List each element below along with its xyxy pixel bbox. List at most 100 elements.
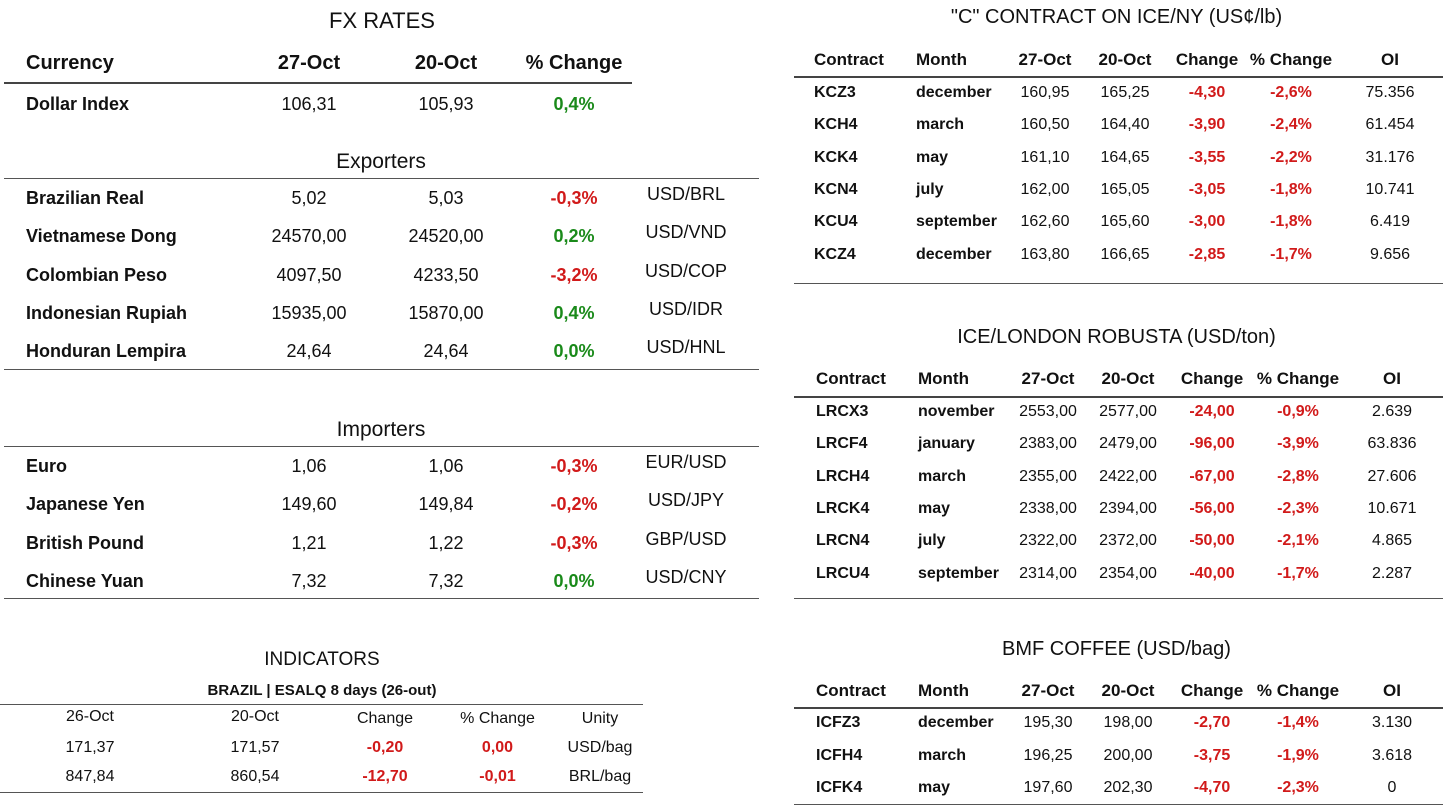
contract-cell-code: ICFZ3 (816, 714, 861, 731)
contract-cell-code: KCK4 (814, 148, 858, 166)
fx-header-change: % Change (525, 52, 623, 74)
contract-cell-month: december (916, 245, 992, 263)
contract-bottom-divider (794, 804, 1443, 805)
contract-cell-v2: 164,65 (1100, 148, 1150, 166)
contract-cell-month: march (916, 116, 965, 134)
contract-cell-chg: -40,00 (1189, 564, 1235, 582)
contract-cell-v2: 200,00 (1103, 746, 1153, 764)
indicators-cell-unit: USD/bag (567, 739, 633, 756)
rate-27-oct: 149,60 (281, 494, 337, 515)
contract-row: KCK4 may 161,10 164,65 -3,55 -2,2% 31.176 (790, 147, 1443, 177)
contract-row: LRCN4 july 2322,00 2372,00 -50,00 -2,1% 4.865 (790, 530, 1443, 560)
contract-cell-pct: -2,6% (1270, 84, 1312, 101)
contract-cell-oi: 0 (1387, 779, 1397, 796)
indicators-cell-unit: BRL/bag (568, 768, 632, 785)
contract-cell-v1: 2383,00 (1019, 435, 1077, 453)
contract-cell-month: september (918, 564, 999, 582)
contract-cell-v1: 162,60 (1020, 213, 1070, 231)
fx-row-exporters: Colombian Peso 4097,50 4233,50 -3,2% USD/COP (0, 260, 760, 293)
fx-row-exporters: Honduran Lempira 24,64 24,64 0,0% USD/HNL (0, 337, 760, 369)
contract-cell-chg: -96,00 (1189, 435, 1235, 453)
rate-20-oct: 24,64 (423, 341, 469, 362)
dollar-index-v1: 106,31 (281, 94, 337, 114)
contract-cell-v2: 2577,00 (1099, 403, 1157, 420)
contract-header-cell: Contract (816, 369, 886, 388)
contract-cell-month: november (918, 403, 995, 420)
contract-cell-code: KCH4 (814, 116, 858, 134)
indicators-cell-pct: -0,01 (479, 768, 516, 785)
contract-row: KCN4 july 162,00 165,05 -3,05 -1,8% 10.741 (790, 179, 1443, 209)
currency-name: Vietnamese Dong (26, 226, 177, 247)
contract-cell-oi: 10.741 (1365, 180, 1415, 198)
fx-row-importers: Japanese Yen 149,60 149,84 -0,2% USD/JPY (0, 490, 760, 522)
currency-pair: GBP/USD (645, 528, 727, 549)
indicators-header-cell: 20-Oct (230, 708, 279, 725)
currency-pair: EUR/USD (645, 452, 727, 472)
indicators-cell-pct: 0,00 (481, 739, 514, 756)
contract-table-title: ICE/LONDON ROBUSTA (USD/ton) (957, 326, 1276, 348)
currency-pair: USD/COP (644, 260, 727, 281)
contracts-area: "C" CONTRACT ON ICE/NY (US¢/lb) Contract M… (790, 0, 1443, 806)
importers-table: Euro 1,06 1,06 -0,3% EUR/USD Japanese Yen 149,… (0, 452, 760, 604)
contract-cell-pct: -2,1% (1277, 532, 1319, 550)
currency-name: Honduran Lempira (26, 341, 187, 362)
indicators-cell-chg: -12,70 (362, 768, 408, 785)
contract-cell-v1: 197,60 (1023, 779, 1073, 796)
indicators-header-cell: Change (356, 710, 414, 727)
pct-change: -3,2% (550, 264, 598, 285)
contract-cell-v2: 2394,00 (1099, 499, 1157, 517)
contract-row: LRCK4 may 2338,00 2394,00 -56,00 -2,3% 10.671 (790, 498, 1443, 528)
contract-cell-pct: -2,3% (1277, 779, 1319, 796)
contract-cell-month: december (916, 84, 992, 101)
contract-cell-pct: -1,8% (1270, 213, 1312, 231)
contract-cell-code: KCZ4 (814, 245, 856, 263)
contract-cell-oi: 3.130 (1371, 714, 1413, 731)
contract-cell-oi: 10.671 (1367, 499, 1417, 517)
contract-cell-oi: 4.865 (1371, 532, 1413, 550)
contract-cell-v1: 2322,00 (1019, 532, 1077, 550)
contract-cell-pct: -2,8% (1277, 467, 1319, 485)
contract-cell-v2: 198,00 (1103, 714, 1153, 731)
contract-cell-v1: 161,10 (1020, 148, 1070, 166)
contract-header-cell: 20-Oct (1101, 681, 1155, 700)
rate-20-oct: 7,32 (428, 570, 464, 591)
contract-cell-v1: 2314,00 (1019, 564, 1077, 582)
contract-cell-chg: -3,05 (1188, 180, 1226, 198)
contract-cell-code: LRCK4 (816, 499, 870, 517)
contract-cell-chg: -3,55 (1188, 148, 1226, 166)
indicators-header-cell: 26-Oct (65, 708, 114, 725)
rate-20-oct: 1,06 (428, 456, 464, 476)
currency-pair: USD/JPY (647, 490, 725, 511)
contract-cell-pct: -3,9% (1277, 435, 1319, 453)
pct-change: -0,3% (550, 188, 598, 208)
indicators-header-cell: % Change (460, 710, 535, 727)
pct-change: -0,3% (550, 532, 598, 553)
contract-cell-chg: -4,30 (1188, 84, 1226, 101)
contract-cell-chg: -56,00 (1189, 499, 1235, 517)
contract-cell-month: may (918, 779, 951, 796)
contract-cell-oi: 75.356 (1365, 84, 1415, 101)
contract-cell-month: march (918, 746, 967, 764)
contract-cell-v2: 164,40 (1100, 116, 1150, 134)
contract-header-divider (794, 76, 1443, 78)
contract-cell-v1: 160,50 (1020, 116, 1070, 134)
contract-header-cell: Month (916, 50, 967, 69)
pct-change: 0,4% (553, 302, 595, 323)
currency-pair: USD/HNL (646, 337, 726, 358)
currency-name: Indonesian Rupiah (26, 302, 188, 323)
contract-cell-oi: 3.618 (1371, 746, 1413, 764)
contract-row: ICFH4 march 196,25 200,00 -3,75 -1,9% 3.618 (790, 745, 1443, 775)
contract-cell-v2: 2372,00 (1099, 532, 1157, 550)
contract-cell-v2: 2479,00 (1099, 435, 1157, 453)
contract-bottom-divider (794, 283, 1443, 284)
contract-cell-v2: 202,30 (1103, 779, 1153, 796)
contract-cell-pct: -1,9% (1277, 746, 1319, 764)
contract-cell-month: july (916, 180, 944, 198)
contract-cell-chg: -4,70 (1193, 779, 1231, 796)
contract-cell-code: LRCU4 (816, 564, 870, 582)
exporters-bottom-divider (4, 369, 759, 370)
currency-name: Brazilian Real (26, 188, 145, 208)
contract-cell-v1: 2553,00 (1019, 403, 1077, 420)
contract-cell-oi: 2.287 (1371, 564, 1413, 582)
fx-header-currency: Currency (26, 52, 114, 74)
